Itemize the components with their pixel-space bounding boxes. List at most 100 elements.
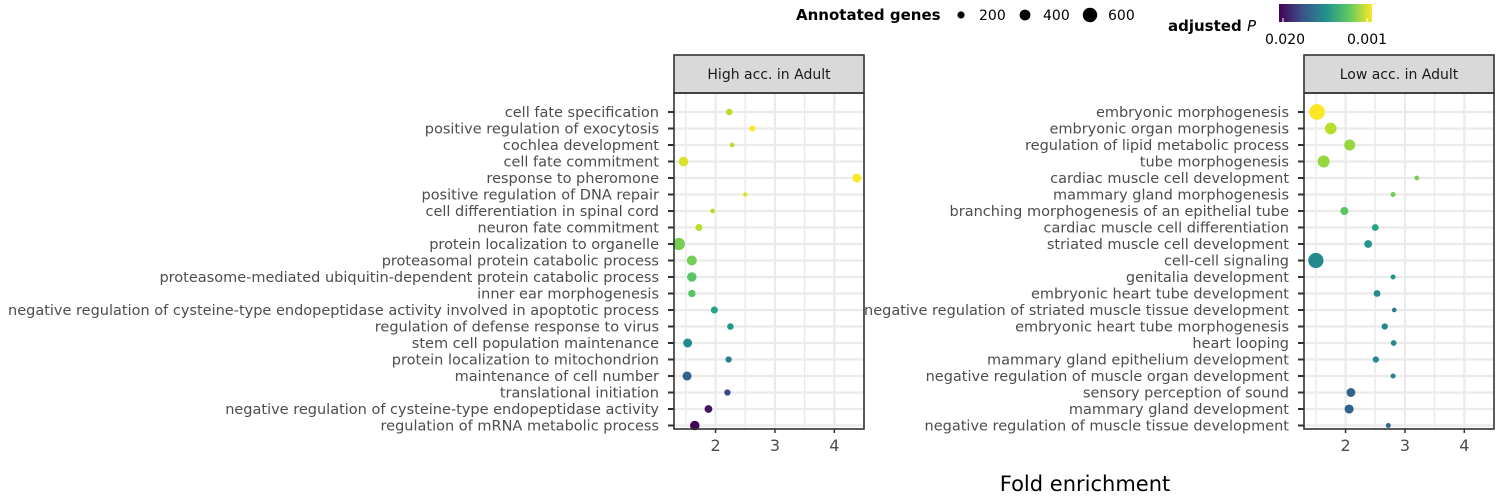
data-point: [688, 289, 696, 298]
color-legend-label-low: 0.020: [1265, 32, 1305, 48]
data-point: [710, 306, 718, 314]
term-label: response to pheromone: [486, 171, 659, 187]
data-point: [727, 323, 734, 330]
term-label: protein localization to mitochondrion: [392, 353, 659, 369]
term-label: neuron fate commitment: [477, 221, 659, 237]
term-label: embryonic morphogenesis: [1096, 105, 1289, 121]
data-point: [1390, 274, 1396, 280]
term-label: cochlea development: [503, 138, 659, 154]
data-point: [743, 192, 748, 197]
color-legend-title: adjusted P: [1168, 17, 1257, 35]
data-point: [1373, 290, 1381, 297]
size-legend-dot-small: [957, 11, 965, 19]
term-label: negative regulation of striated muscle t…: [864, 303, 1289, 319]
data-point: [1308, 252, 1324, 269]
data-point: [1340, 206, 1349, 216]
x-axis-title: Fold enrichment: [1000, 472, 1171, 496]
size-legend-label-600: 600: [1108, 8, 1135, 24]
term-label: negative regulation of cysteine-type end…: [8, 303, 659, 319]
data-point: [1344, 139, 1356, 151]
x-tick-label: 4: [1459, 436, 1469, 455]
term-label: protein localization to organelle: [429, 237, 659, 253]
term-label: heart looping: [1192, 336, 1289, 352]
term-label: cardiac muscle cell development: [1050, 171, 1289, 187]
term-label: proteasome-mediated ubiquitin-dependent …: [159, 270, 659, 286]
term-label: inner ear morphogenesis: [477, 287, 659, 303]
term-label: regulation of mRNA metabolic process: [381, 419, 659, 435]
data-point: [683, 338, 693, 348]
x-tick-label: 2: [710, 436, 720, 455]
x-tick-label: 3: [770, 436, 780, 455]
data-point: [1364, 240, 1373, 248]
term-label: stem cell population maintenance: [412, 336, 659, 352]
term-label: striated muscle cell development: [1047, 237, 1289, 253]
data-point: [690, 420, 700, 431]
strip-label: High acc. in Adult: [707, 67, 831, 83]
x-tick-label: 2: [1340, 436, 1350, 455]
term-label: embryonic heart tube development: [1031, 287, 1289, 303]
size-legend-label-200: 200: [979, 8, 1006, 24]
term-label: branching morphogenesis of an epithelial…: [950, 204, 1290, 220]
data-point: [710, 208, 715, 214]
term-label: maintenance of cell number: [455, 369, 659, 385]
data-point: [1381, 323, 1388, 330]
data-point: [1414, 175, 1420, 181]
size-legend-dot-large: [1082, 7, 1098, 23]
facet-panels: High acc. in Adult cell fate specificatio…: [8, 54, 1495, 455]
size-legend-dot-medium: [1019, 9, 1031, 21]
x-tick-label: 3: [1400, 436, 1410, 455]
data-point: [672, 237, 685, 251]
data-point: [682, 371, 692, 381]
term-label: cell fate specification: [505, 105, 659, 121]
term-label: mammary gland epithelium development: [987, 353, 1289, 369]
data-point: [1309, 104, 1325, 120]
data-point: [686, 255, 697, 266]
term-label: mammary gland morphogenesis: [1053, 188, 1289, 204]
size-legend-label-400: 400: [1043, 8, 1070, 24]
size-legend: Annotated genes 200 400 600: [796, 6, 1135, 24]
term-label: negative regulation of muscle organ deve…: [926, 369, 1290, 385]
term-label: cardiac muscle cell differentiation: [1044, 221, 1290, 237]
term-label: positive regulation of DNA repair: [421, 188, 659, 204]
data-point: [724, 389, 731, 396]
data-point: [1371, 224, 1379, 231]
x-tick-label: 4: [829, 436, 839, 455]
strip-background: [673, 54, 865, 94]
term-label: genitalia development: [1126, 270, 1289, 286]
data-point: [1317, 155, 1330, 168]
term-label: translational initiation: [500, 386, 659, 402]
term-label: negative regulation of muscle tissue dev…: [925, 419, 1290, 435]
data-point: [725, 356, 732, 363]
term-label: cell differentiation in spinal cord: [425, 204, 659, 220]
data-point: [1372, 356, 1379, 363]
size-legend-title: Annotated genes: [796, 6, 941, 24]
data-point: [678, 156, 689, 167]
data-point: [1344, 404, 1354, 414]
term-label: regulation of lipid metabolic process: [1025, 138, 1289, 154]
color-legend-bar: [1279, 4, 1372, 22]
term-label: embryonic heart tube morphogenesis: [1015, 320, 1289, 336]
term-label: cell fate commitment: [504, 155, 660, 171]
color-legend: adjusted P 0.020 0.001: [1168, 4, 1387, 48]
panel-2: Low acc. in Adult embryonic morphogenesis…: [864, 54, 1495, 455]
data-point: [687, 272, 697, 282]
term-label: proteasomal protein catabolic process: [382, 254, 659, 270]
data-point: [1324, 122, 1337, 135]
term-label: cell-cell signaling: [1164, 254, 1289, 270]
data-point: [1385, 422, 1391, 429]
term-label: positive regulation of exocytosis: [425, 122, 659, 138]
data-point: [1390, 191, 1396, 198]
data-point: [729, 142, 735, 148]
data-point: [704, 405, 713, 413]
data-point: [1346, 388, 1356, 397]
data-point: [749, 125, 756, 132]
data-point: [852, 173, 862, 183]
term-label: mammary gland development: [1069, 402, 1289, 418]
data-point: [1391, 307, 1397, 313]
strip-label: Low acc. in Adult: [1340, 67, 1459, 83]
data-point: [1390, 373, 1396, 379]
term-label: sensory perception of sound: [1083, 386, 1289, 402]
data-point: [695, 223, 703, 232]
term-label: embryonic organ morphogenesis: [1049, 122, 1289, 138]
